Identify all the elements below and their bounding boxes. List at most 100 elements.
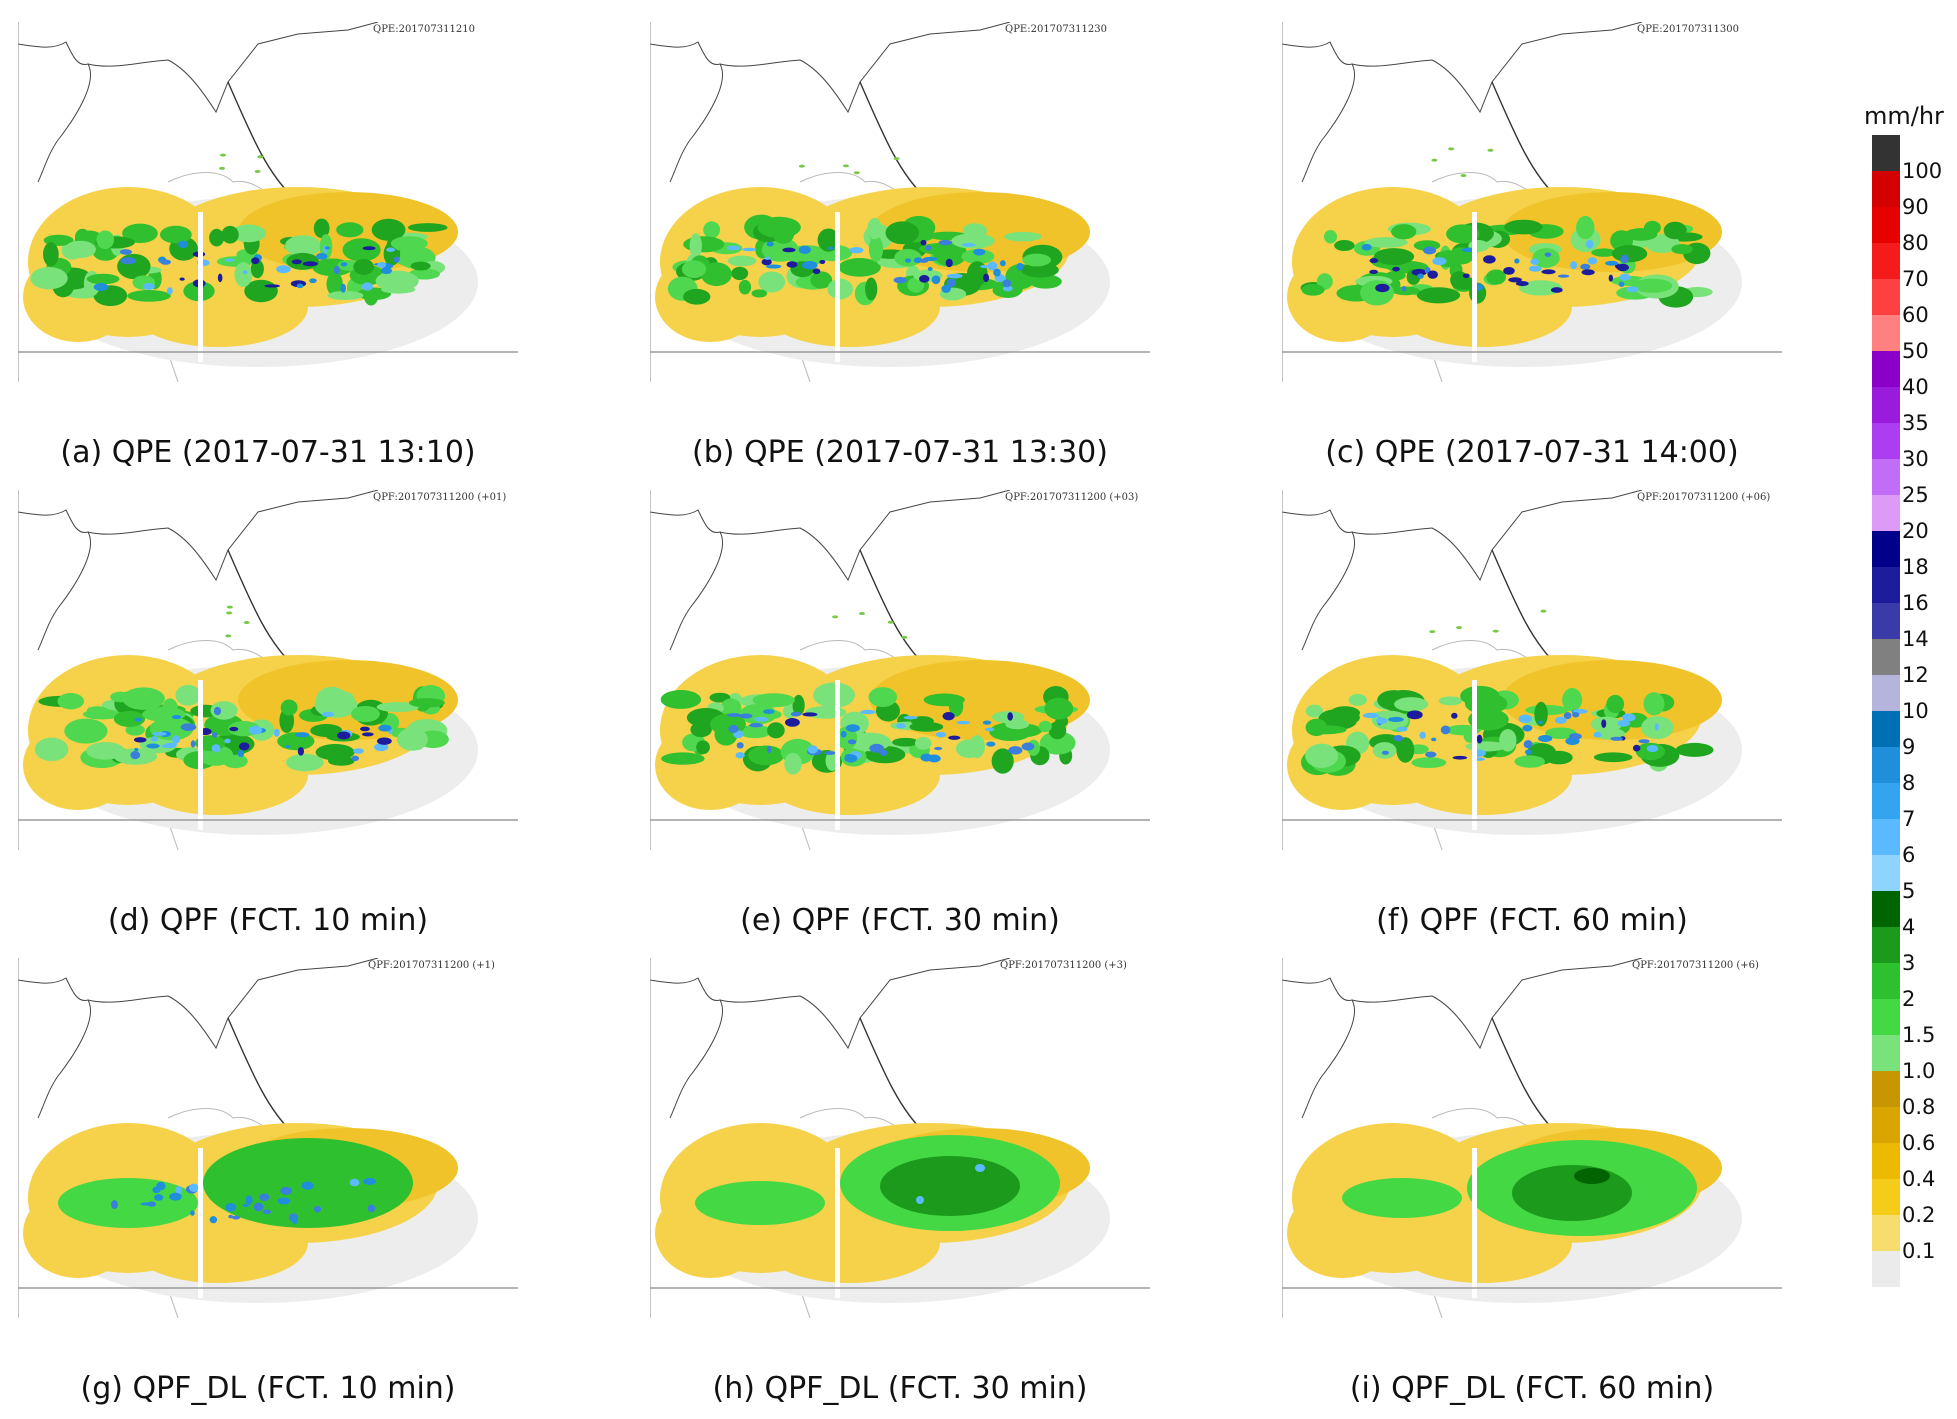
coastline (650, 490, 1011, 651)
rain-cell-moderate (731, 266, 749, 281)
colorbar-tick-label: 12 (1902, 663, 1929, 687)
rain-cell-heavy (322, 711, 335, 717)
rain-cell-heavy (211, 732, 218, 738)
colorbar-tick-label: 18 (1902, 555, 1929, 579)
rain-cell-heavy (1530, 258, 1539, 265)
timestamp-label: QPE:201707311210 (373, 24, 475, 35)
rain-cell-moderate (209, 228, 225, 247)
colorbar-swatch (1872, 279, 1900, 315)
rain-cell-heavy (291, 1215, 299, 1225)
rain-cell-heavy (1632, 744, 1641, 752)
rain-cell-moderate (1029, 274, 1062, 289)
coastline (1282, 22, 1643, 183)
rain-cell-heavy (1462, 273, 1470, 279)
rain-cell-heavy (280, 1186, 292, 1195)
rain-cell-heavy (297, 747, 305, 756)
rain-cell-isolated (218, 166, 225, 170)
rain-cell-heavy (845, 724, 860, 733)
colorbar-tick-label: 9 (1902, 735, 1916, 759)
rain-cell-heavy (120, 257, 136, 265)
rain-cell-moderate (1364, 237, 1408, 248)
rain-cell-heavy (948, 735, 961, 740)
rain-cell-moderate (125, 724, 145, 736)
rain-cell-isolated (226, 605, 233, 609)
colorbar-tick-label: 5 (1902, 879, 1916, 903)
panel-caption: (b) QPE (2017-07-31 13:30) (692, 435, 1108, 470)
rain-cell-moderate (122, 687, 165, 710)
rain-cell-moderate (1446, 224, 1480, 244)
rain-cell-moderate (57, 692, 85, 710)
rain-cell-moderate (1518, 280, 1563, 296)
rain-cell-heavy (302, 261, 318, 267)
rain-cell-isolated (1487, 148, 1494, 152)
rain-cell-heavy (1451, 712, 1458, 719)
rain-cell-isolated (853, 171, 860, 175)
rain-cell-heavy (154, 1194, 164, 1201)
rain-cell-heavy (211, 744, 221, 753)
rain-cell-moderate (1373, 248, 1415, 266)
rain-cell-heavy (784, 718, 800, 727)
rain-cell-heavy (919, 258, 929, 263)
rain-cell-moderate (250, 259, 264, 279)
coastline (1282, 958, 1643, 1119)
coastline (650, 958, 1011, 1119)
rain-cell-heavy (242, 1203, 250, 1207)
rain-cell-heavy (934, 746, 943, 751)
rain-cell-heavy (1427, 270, 1438, 279)
rain-cell-moderate (1342, 1178, 1462, 1218)
rain-cell-heavy (1388, 716, 1404, 723)
rain-cell-heavy (847, 739, 857, 745)
rain-cell-moderate (1545, 750, 1573, 765)
rain-cell-heavy (1440, 725, 1451, 735)
rain-cell-moderate (968, 735, 985, 759)
rain-cell-heavy (309, 278, 317, 284)
radar-gap (1472, 212, 1477, 362)
rain-cell-heavy (229, 726, 239, 732)
rain-cell-moderate (1323, 230, 1338, 244)
rain-cell-heavy (1619, 273, 1631, 281)
rain-cell-moderate (30, 267, 68, 290)
colorbar-swatch (1872, 1035, 1900, 1071)
coastline (1282, 490, 1643, 651)
rain-cell-heavy (238, 742, 250, 751)
rain-cell-moderate (867, 217, 882, 240)
rain-cell-isolated (893, 157, 900, 161)
colorbar-swatch (1872, 351, 1900, 387)
rain-cell-heavy (903, 715, 918, 720)
colorbar-swatch (1872, 1071, 1900, 1107)
rain-cell-moderate (221, 225, 239, 244)
rain-cell-moderate (661, 752, 705, 765)
rain-cell-moderate (1301, 284, 1325, 296)
rain-cell-heavy (879, 749, 888, 756)
rain-cell-moderate (961, 249, 995, 264)
rain-cell-heavy (726, 245, 741, 251)
panel-caption: (g) QPF_DL (FCT. 10 min) (80, 1371, 456, 1406)
rain-cell-heavy (190, 740, 196, 748)
rain-cell-heavy (378, 724, 392, 732)
colorbar-swatch (1872, 963, 1900, 999)
rain-cell-heavy (802, 712, 818, 717)
rain-cell-moderate (284, 235, 321, 257)
rain-cell-moderate (175, 684, 201, 706)
rain-cell-isolated (1492, 629, 1499, 633)
rain-cell-moderate (804, 706, 847, 719)
rain-cell-heavy (1518, 714, 1533, 723)
rain-cell-heavy (1369, 269, 1379, 275)
rain-cell-moderate (1003, 231, 1042, 242)
rain-cell-heavy (766, 264, 782, 269)
colorbar-tick-label: 10 (1902, 699, 1929, 723)
colorbar-tick-label: 90 (1902, 195, 1929, 219)
rain-cell-moderate (1504, 219, 1543, 235)
rain-cell-moderate (1643, 692, 1665, 716)
rain-cell-heavy (1483, 255, 1496, 264)
rain-cell-moderate (315, 744, 355, 761)
rain-cell-moderate (342, 238, 381, 262)
colorbar-swatch (1872, 1215, 1900, 1251)
rain-cell-heavy (827, 246, 835, 250)
rain-cell-moderate (689, 233, 702, 259)
rain-cell-heavy (1431, 737, 1437, 742)
colorbar-swatch (1872, 495, 1900, 531)
colorbar-tick-label: 35 (1902, 411, 1929, 435)
precipitation-map (18, 958, 518, 1318)
rain-cell-heavy (849, 246, 864, 254)
